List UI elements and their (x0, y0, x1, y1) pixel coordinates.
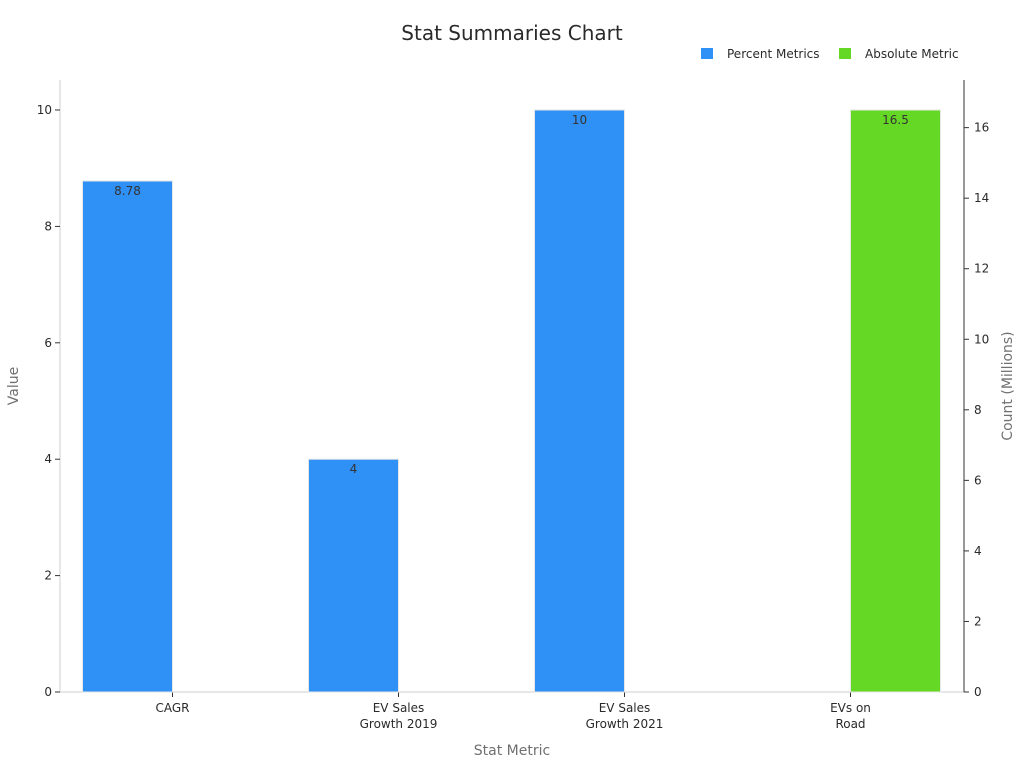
right-tick-label: 8 (974, 403, 982, 417)
left-tick-label: 6 (44, 336, 52, 350)
left-tick-label: 10 (37, 103, 52, 117)
y2-axis-title: Count (Millions) (1000, 331, 1016, 440)
bars (82, 109, 941, 693)
bar-value-label: 8.78 (114, 184, 141, 198)
right-tick-label: 2 (974, 614, 982, 628)
right-tick-label: 12 (974, 262, 989, 276)
left-tick-label: 4 (44, 452, 52, 466)
right-axis-ticks: 0 2 4 6 8 10 12 14 16 (964, 121, 989, 699)
x-tick-label: EV Sales Growth 2019 (360, 701, 438, 731)
x-tick-label: EVs on Road (830, 701, 871, 731)
y-axis-title: Value (6, 367, 22, 405)
right-tick-label: 14 (974, 191, 989, 205)
bar-value-label: 4 (350, 462, 358, 476)
legend-label-percent-metrics: Percent Metrics (727, 47, 820, 61)
left-axis-ticks: 0 2 4 6 8 10 (37, 103, 60, 699)
right-tick-label: 10 (974, 332, 989, 346)
right-tick-label: 0 (974, 685, 982, 699)
bar (308, 458, 399, 693)
bar-value-label: 10 (572, 113, 587, 127)
left-tick-label: 8 (44, 219, 52, 233)
chart-title: Stat Summaries Chart (401, 21, 623, 45)
legend-swatch-percent-metrics (701, 48, 713, 59)
data-labels: 8.78 4 10 16.5 (114, 113, 909, 476)
left-tick-label: 0 (44, 685, 52, 699)
left-tick-label: 2 (44, 569, 52, 583)
right-tick-label: 6 (974, 473, 982, 487)
x-tick-label: EV Sales Growth 2021 (586, 701, 664, 731)
legend-swatch-absolute-metric (839, 48, 851, 59)
x-tick-label: CAGR (155, 701, 189, 715)
legend: Percent Metrics Absolute Metric (701, 47, 959, 61)
legend-label-absolute-metric: Absolute Metric (865, 47, 959, 61)
x-axis-title: Stat Metric (474, 743, 550, 759)
bar (534, 109, 625, 693)
bar-value-label: 16.5 (882, 113, 909, 127)
right-tick-label: 4 (974, 544, 982, 558)
plot-area (59, 80, 965, 693)
x-axis-ticks: CAGR EV Sales Growth 2019 EV Sales Growth 20… (155, 692, 871, 731)
bar (82, 180, 173, 693)
bar (850, 109, 941, 693)
right-tick-label: 16 (974, 121, 989, 135)
